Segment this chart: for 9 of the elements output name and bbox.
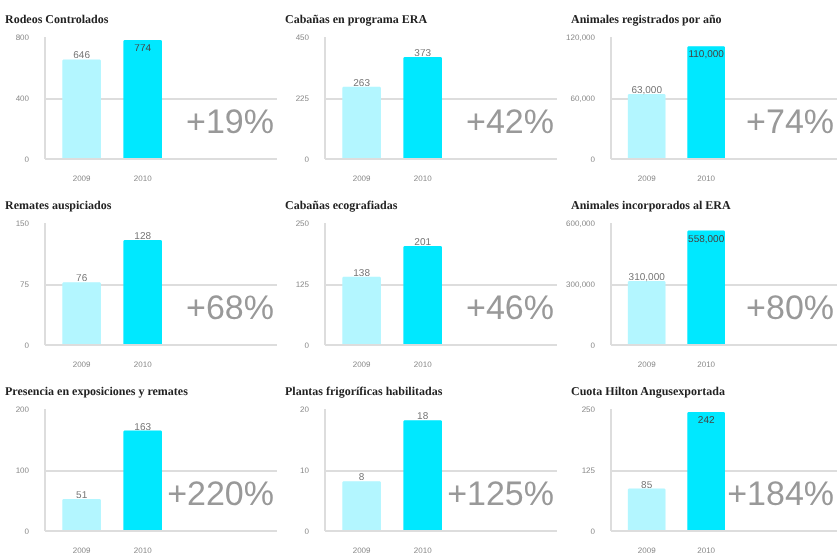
text: +74%	[746, 103, 835, 142]
text: +80%	[746, 289, 835, 328]
text: +46%	[466, 289, 554, 328]
annotation: +125%	[447, 475, 554, 514]
text: +68%	[186, 289, 274, 328]
annotation: +184%	[727, 475, 835, 514]
annotation: +220%	[167, 475, 274, 514]
text: +42%	[466, 103, 554, 142]
text: +19%	[186, 103, 274, 142]
